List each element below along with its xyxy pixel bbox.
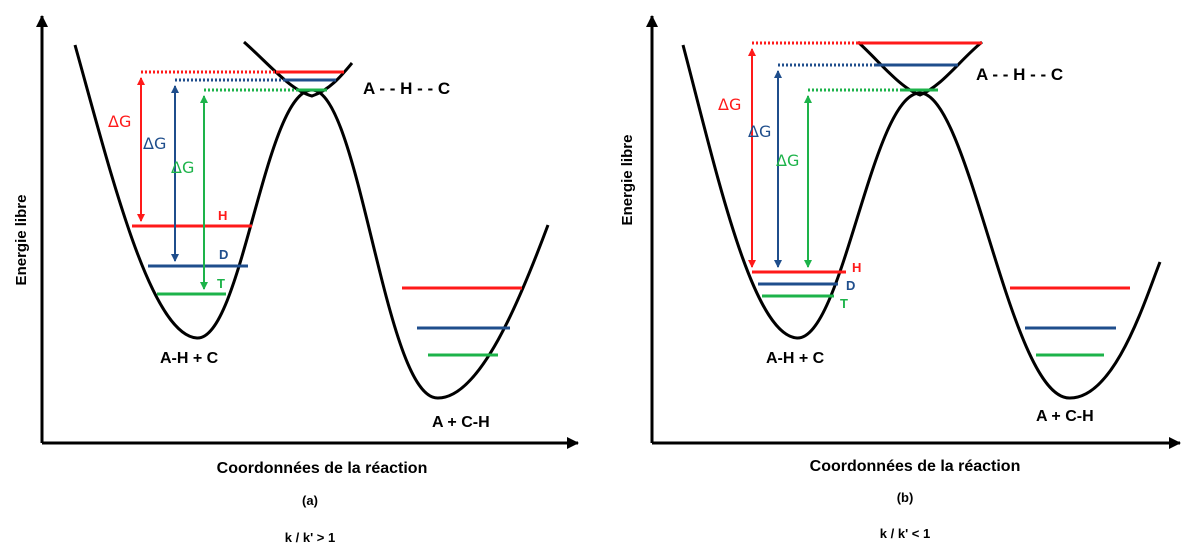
product-label: A + C-H (432, 414, 490, 431)
y-axis-label: Energie libre (619, 135, 636, 226)
isotope-label-d: D (219, 247, 228, 262)
reactant-label: A-H + C (766, 350, 825, 367)
reactant-label: A-H + C (160, 350, 219, 367)
panel-label: (a) (302, 493, 318, 508)
isotope-label-h: H (852, 260, 861, 275)
transition-well (856, 40, 983, 97)
x-axis-label: Coordonnées de la réaction (217, 460, 428, 477)
transition-label: A - - H - - C (363, 79, 450, 98)
delta-g-label-h: ΔG (718, 95, 741, 114)
isotope-label-d: D (846, 278, 855, 293)
panel-a: ΔG ΔG ΔG H D T A - - H - - C A-H + C A +… (13, 15, 579, 545)
energy-curve (681, 44, 1162, 400)
ratio-label: k / k' > 1 (285, 530, 335, 545)
transition-label: A - - H - - C (976, 65, 1063, 84)
transition-well (243, 40, 354, 98)
delta-g-label-h: ΔG (108, 112, 131, 131)
delta-g-label-t: ΔG (776, 151, 799, 170)
ratio-label: k / k' < 1 (880, 526, 930, 541)
isotope-label-t: T (217, 276, 225, 291)
y-axis-label: Energie libre (13, 195, 30, 286)
energy-curve (73, 44, 550, 400)
delta-g-label-d: ΔG (143, 134, 166, 153)
delta-g-label-d: ΔG (748, 122, 771, 141)
product-label: A + C-H (1036, 408, 1094, 425)
isotope-label-h: H (218, 208, 227, 223)
x-axis-label: Coordonnées de la réaction (810, 458, 1021, 475)
isotope-label-t: T (840, 296, 848, 311)
panel-b: ΔG ΔG ΔG H D T A - - H - - C A-H + C A +… (619, 15, 1181, 541)
delta-g-label-t: ΔG (171, 158, 194, 177)
panel-label: (b) (897, 490, 914, 505)
